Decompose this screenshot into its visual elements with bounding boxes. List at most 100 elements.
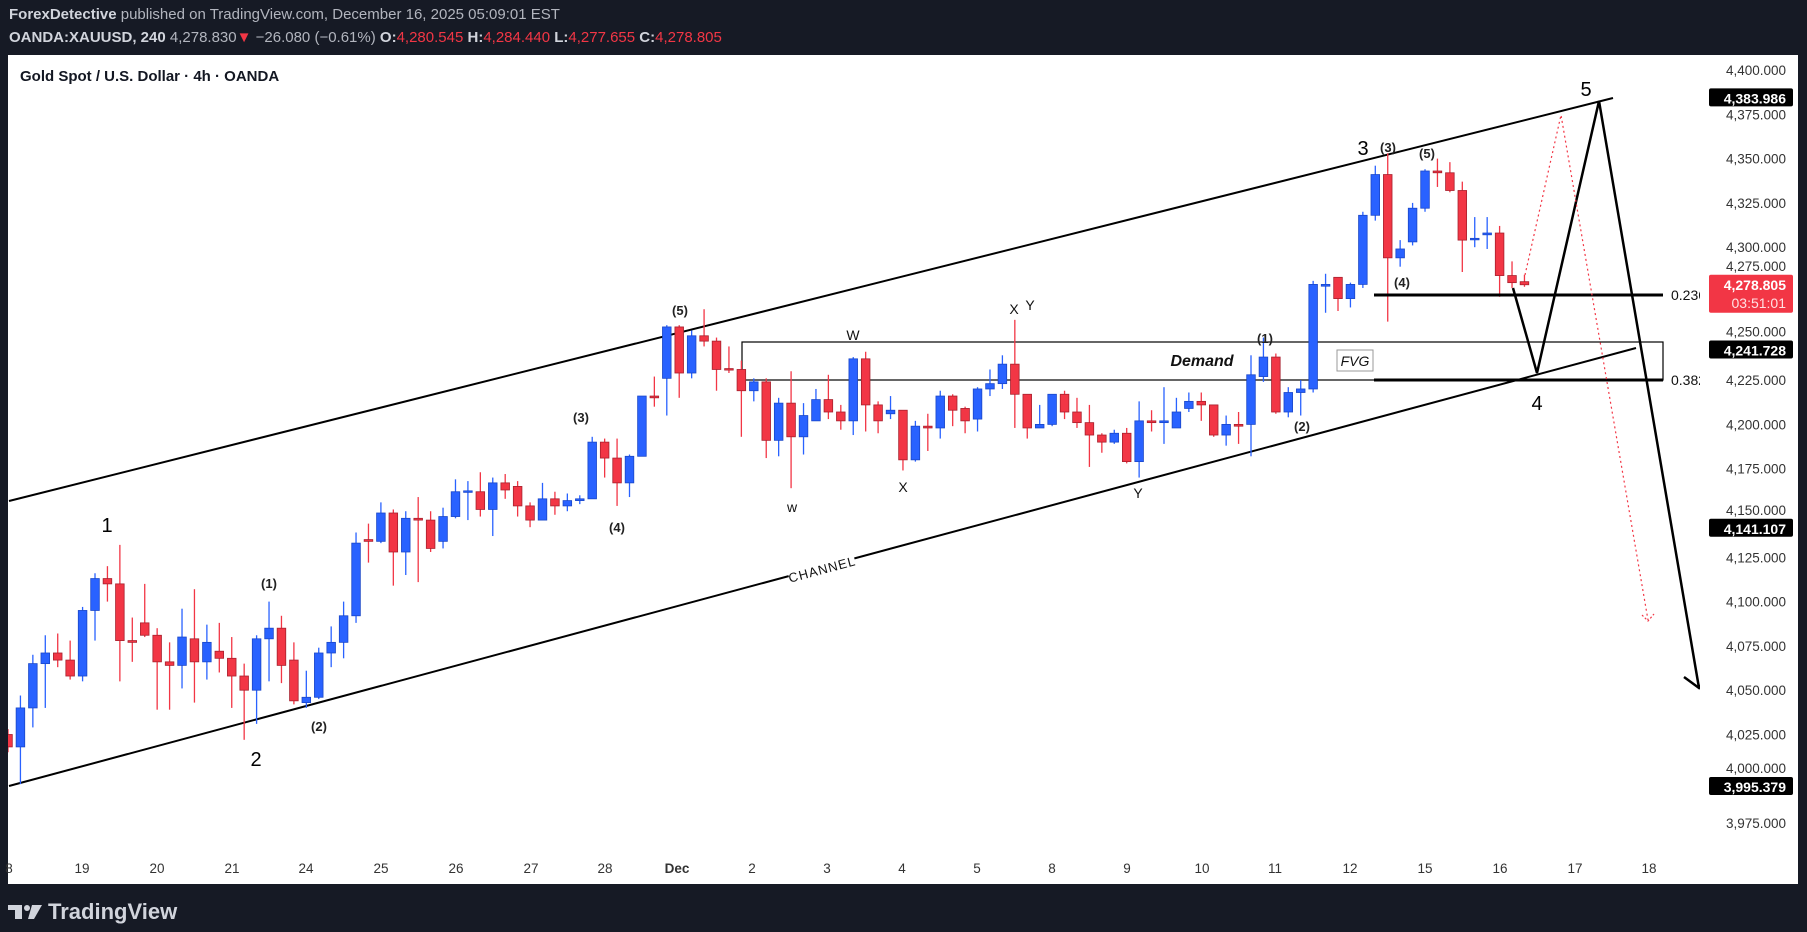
candle[interactable] (338, 601, 349, 659)
candle[interactable] (1358, 211, 1368, 288)
wave-5-label[interactable]: 5 (1580, 79, 1591, 101)
candle[interactable] (1184, 392, 1194, 412)
candle[interactable] (947, 394, 958, 427)
candle[interactable] (1059, 390, 1070, 420)
candle[interactable] (1196, 392, 1206, 421)
candle[interactable] (1109, 429, 1119, 444)
demand-label[interactable]: Demand (1170, 353, 1234, 370)
candle[interactable] (1457, 181, 1468, 273)
candle[interactable] (1034, 404, 1045, 429)
candle[interactable] (649, 376, 660, 407)
candle[interactable] (1494, 225, 1505, 297)
candle[interactable] (53, 633, 63, 668)
candle[interactable] (836, 404, 846, 430)
candle[interactable] (997, 355, 1008, 389)
candle[interactable] (289, 642, 299, 705)
candle[interactable] (1407, 202, 1418, 246)
candle[interactable] (798, 403, 809, 455)
candle[interactable] (463, 481, 473, 521)
candle[interactable] (363, 523, 374, 563)
candle[interactable] (599, 438, 610, 478)
candle[interactable] (1134, 401, 1144, 478)
candle[interactable] (612, 438, 622, 506)
candle[interactable] (1482, 217, 1492, 249)
candle[interactable] (388, 509, 399, 586)
candle[interactable] (1246, 355, 1256, 457)
candle[interactable] (873, 401, 883, 434)
candle[interactable] (885, 396, 896, 420)
candle[interactable] (152, 628, 162, 710)
candle[interactable] (65, 640, 75, 680)
w-lower-label[interactable]: w (786, 499, 798, 515)
candle[interactable] (251, 635, 262, 724)
candle[interactable] (736, 360, 747, 437)
candle[interactable] (4, 729, 13, 753)
candle[interactable] (1159, 387, 1169, 444)
channel-label[interactable]: CHANNEL (787, 553, 858, 585)
candle[interactable] (811, 388, 821, 422)
sub-wave-5-label[interactable]: (5) (1419, 146, 1435, 161)
candle[interactable] (488, 477, 498, 537)
candle[interactable] (1519, 274, 1530, 287)
time-axis[interactable]: 8 19 20 21 24 25 26 27 28 Dec 2 3 4 5 8 9 10 11 12 15 16 17 18 (5, 861, 1656, 876)
candle[interactable] (450, 479, 461, 519)
candle[interactable] (898, 409, 908, 471)
candle[interactable] (28, 654, 38, 728)
candle[interactable] (475, 472, 486, 517)
candle[interactable] (1345, 282, 1356, 308)
sub-wave-3-label[interactable]: (3) (573, 410, 589, 425)
wave-2-label[interactable]: 2 (250, 749, 261, 771)
candle[interactable] (985, 369, 995, 397)
candle[interactable] (1171, 397, 1182, 429)
sub-wave-2-label[interactable]: (2) (311, 719, 327, 734)
candle[interactable] (1308, 280, 1318, 393)
candle[interactable] (115, 544, 125, 682)
candle[interactable] (1296, 380, 1306, 416)
candle[interactable] (935, 390, 945, 439)
candle[interactable] (1209, 404, 1219, 437)
candle[interactable] (189, 589, 200, 703)
candle[interactable] (786, 371, 796, 489)
candle[interactable] (637, 395, 647, 457)
candle[interactable] (923, 413, 933, 451)
sub-wave-4-label[interactable]: (4) (609, 520, 625, 535)
candle[interactable] (1022, 393, 1032, 439)
wave-1-label[interactable]: 1 (101, 515, 112, 537)
candle[interactable] (749, 378, 759, 402)
y-lower-label[interactable]: Y (1133, 485, 1143, 501)
candle[interactable] (699, 309, 709, 347)
candle[interactable] (314, 647, 324, 700)
candle[interactable] (90, 573, 100, 641)
candle[interactable] (624, 454, 635, 498)
candle[interactable] (587, 436, 597, 500)
candle[interactable] (301, 670, 312, 708)
candle[interactable] (1258, 337, 1269, 382)
candle[interactable] (413, 497, 423, 583)
candle[interactable] (537, 482, 548, 521)
upper-channel-line[interactable] (8, 97, 1614, 502)
candle[interactable] (40, 635, 50, 708)
candle[interactable] (1320, 273, 1331, 313)
tradingview-logo[interactable]: TradingView (8, 899, 177, 925)
price-axis[interactable]: 4,400.000 4,375.000 4,350.000 4,325.000 4,30… (1726, 63, 1786, 831)
author-name[interactable]: ForexDetective (9, 6, 117, 23)
candle[interactable] (326, 626, 336, 668)
x-upper-label[interactable]: X (1009, 301, 1019, 317)
candle[interactable] (1146, 410, 1157, 432)
candle[interactable] (960, 406, 970, 434)
candle[interactable] (438, 507, 448, 549)
candle[interactable] (140, 583, 150, 638)
candle[interactable] (1370, 165, 1381, 221)
candle[interactable] (1084, 404, 1095, 467)
candle[interactable] (1097, 433, 1107, 453)
candle[interactable] (773, 397, 784, 457)
candle[interactable] (1221, 415, 1231, 446)
y-upper-label[interactable]: Y (1025, 297, 1035, 313)
candle[interactable] (177, 608, 187, 689)
candle[interactable] (264, 601, 274, 682)
candle[interactable] (239, 663, 249, 740)
candle[interactable] (376, 502, 386, 544)
candle[interactable] (1047, 393, 1057, 427)
candle[interactable] (848, 357, 858, 436)
